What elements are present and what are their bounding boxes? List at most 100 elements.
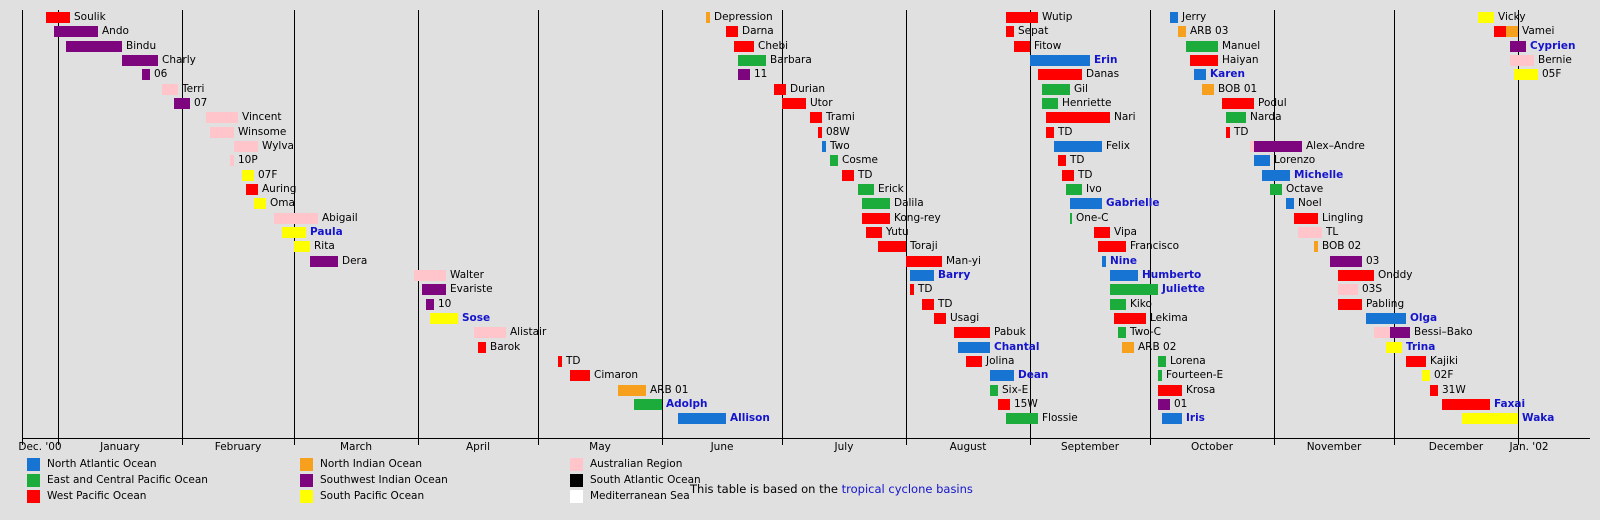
tropical-cyclone-basins-link[interactable]: tropical cyclone basins [841, 482, 973, 496]
storm-bar [1110, 269, 1138, 281]
storm-label: Charly [162, 53, 196, 66]
storm-bar [206, 112, 238, 124]
storm-label: Usagi [950, 311, 980, 324]
satl-legend-swatch [570, 474, 583, 487]
month-label: June [710, 441, 734, 453]
storm-label[interactable]: Allison [730, 412, 770, 425]
storm-label[interactable]: Faxai [1494, 397, 1526, 410]
storm-label[interactable]: Juliette [1162, 283, 1205, 296]
aus-legend-swatch [570, 458, 583, 471]
storm-label[interactable]: Humberto [1142, 268, 1202, 281]
storm-label: Walter [450, 268, 484, 281]
month-gridline [782, 10, 783, 438]
storm-label: Cimaron [594, 369, 639, 382]
storm-label: Trami [826, 111, 855, 124]
storm-bar [54, 26, 98, 38]
storm-label: Lorenzo [1274, 154, 1316, 167]
storm-bar [310, 255, 338, 267]
storm-label: Kajiki [1430, 354, 1458, 367]
storm-label: 06 [154, 68, 168, 81]
storm-bar [1062, 169, 1074, 181]
storm-label: Kiko [1130, 297, 1152, 310]
storm-label: 01 [1174, 397, 1188, 410]
med-legend-swatch [570, 490, 583, 503]
storm-bar [246, 183, 258, 195]
storm-bar [1098, 241, 1126, 253]
spac-legend-swatch [300, 490, 313, 503]
storm-bar [878, 241, 906, 253]
storm-label[interactable]: Michelle [1294, 168, 1344, 181]
storm-label: Danas [1086, 68, 1120, 81]
storm-label[interactable]: Waka [1522, 412, 1555, 425]
month-gridline [538, 10, 539, 438]
storm-bar [1250, 140, 1254, 152]
storm-bar [1514, 69, 1538, 81]
storm-label[interactable]: Olga [1410, 311, 1438, 324]
storm-label: Vamei [1522, 25, 1555, 38]
storm-bar [1374, 327, 1390, 339]
storm-bar [1506, 26, 1518, 38]
storm-bar [1190, 54, 1218, 66]
storm-label[interactable]: Trina [1406, 340, 1436, 353]
storm-bar [1122, 341, 1134, 353]
storm-label: Evariste [450, 283, 493, 296]
storm-label[interactable]: Erin [1094, 53, 1118, 66]
storm-label[interactable]: Cyprien [1530, 39, 1576, 52]
storm-bar [1338, 269, 1374, 281]
storm-bar [810, 112, 822, 124]
storm-label: Flossie [1042, 412, 1078, 425]
storm-label: Barok [490, 340, 521, 353]
storm-bar [1110, 298, 1126, 310]
storm-bar [1406, 355, 1426, 367]
storm-bar [774, 83, 786, 95]
storm-bar [958, 341, 990, 353]
storm-label[interactable]: Chantal [994, 340, 1040, 353]
storm-label[interactable]: Sose [462, 311, 491, 324]
storm-label: 15W [1014, 397, 1038, 410]
storm-label[interactable]: Adolph [666, 397, 708, 410]
storm-bar [706, 12, 710, 23]
storm-bar [1366, 312, 1406, 324]
storm-bar [1510, 54, 1534, 66]
month-gridline [1518, 10, 1519, 438]
storm-bar [822, 140, 826, 152]
storm-label: Onddy [1378, 268, 1413, 281]
storm-label: Noel [1298, 197, 1322, 210]
storm-label: Fitow [1034, 39, 1062, 52]
storm-label: Soulik [74, 11, 106, 23]
storm-bar [1430, 384, 1438, 396]
storm-label[interactable]: Nine [1110, 254, 1137, 267]
storm-label[interactable]: Paula [310, 225, 343, 238]
storm-bar [234, 140, 258, 152]
source-note: This table is based on the tropical cycl… [690, 482, 973, 496]
axis-baseline [22, 438, 1590, 439]
storm-bar [634, 398, 662, 410]
storm-bar [618, 384, 646, 396]
wpac-legend-swatch [27, 490, 40, 503]
storm-bar [734, 40, 754, 52]
storm-bar [274, 212, 318, 224]
plot-left-border [22, 10, 23, 445]
storm-label[interactable]: Iris [1186, 412, 1205, 425]
axis-tick [662, 438, 663, 445]
storm-label[interactable]: Dean [1018, 369, 1049, 382]
storm-label[interactable]: Gabrielle [1106, 197, 1160, 210]
storm-bar [1226, 126, 1230, 138]
storm-bar [1390, 327, 1410, 339]
axis-tick [1150, 438, 1151, 445]
storm-label[interactable]: Barry [938, 268, 971, 281]
axis-tick [1274, 438, 1275, 445]
storm-label: 08W [826, 125, 850, 138]
storm-bar [1158, 398, 1170, 410]
storm-label[interactable]: Karen [1210, 68, 1245, 81]
storm-bar [254, 198, 266, 210]
storm-label: Oma [270, 197, 295, 210]
storm-bar [1046, 126, 1054, 138]
storm-bar [922, 298, 934, 310]
month-label: November [1306, 441, 1362, 453]
storm-bar [46, 12, 70, 23]
storm-label: TD [858, 168, 873, 181]
storm-label: TD [1058, 125, 1073, 138]
storm-label: Durian [790, 82, 826, 95]
storm-label: Lekima [1150, 311, 1188, 324]
